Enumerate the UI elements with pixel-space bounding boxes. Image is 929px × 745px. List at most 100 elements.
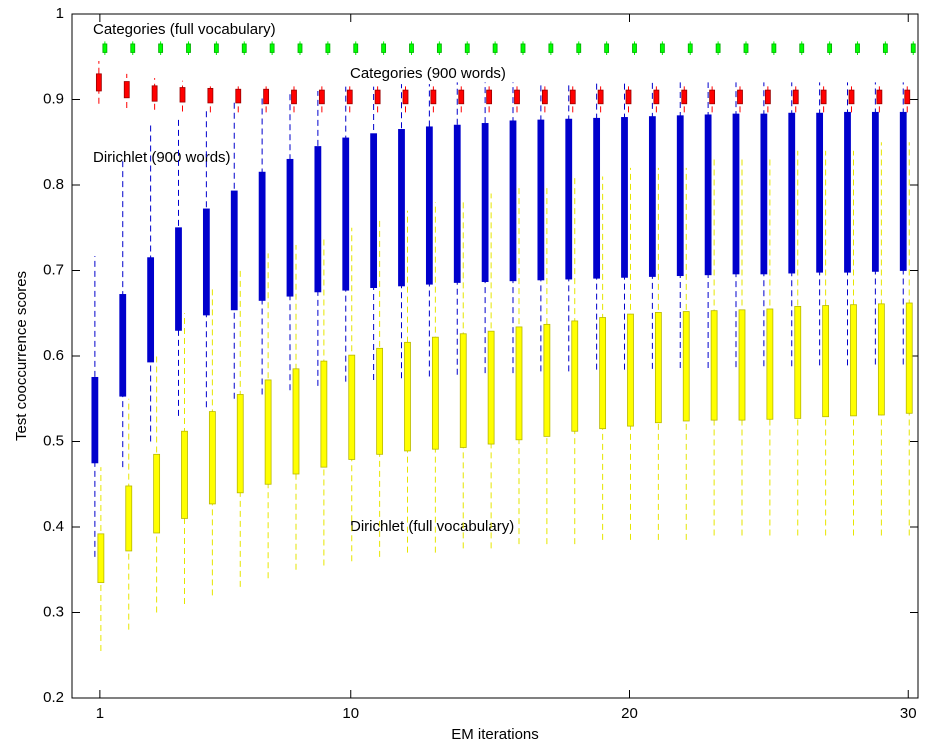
- annotation: Categories (full vocabulary): [93, 21, 276, 38]
- box: [325, 43, 331, 53]
- y-tick-label: 0.3: [43, 603, 64, 620]
- box: [681, 89, 688, 105]
- box: [202, 208, 210, 316]
- box: [459, 333, 467, 448]
- box: [314, 146, 322, 293]
- box: [348, 354, 356, 460]
- box: [599, 317, 607, 430]
- box: [543, 323, 551, 437]
- y-tick-label: 1: [56, 5, 64, 22]
- box: [409, 43, 414, 53]
- y-tick-label: 0.4: [43, 518, 64, 535]
- box: [788, 112, 796, 274]
- box: [130, 43, 136, 53]
- box: [820, 89, 827, 105]
- box: [537, 119, 545, 281]
- box: [792, 89, 799, 105]
- box: [125, 485, 133, 552]
- box: [97, 533, 105, 583]
- box: [376, 347, 384, 455]
- box: [425, 126, 433, 285]
- box: [492, 43, 498, 53]
- box: [876, 89, 883, 105]
- box: [710, 310, 718, 421]
- annotation: Dirichlet (900 words): [93, 149, 231, 166]
- box: [509, 120, 517, 282]
- box: [286, 158, 294, 297]
- box: [207, 87, 214, 104]
- box: [374, 89, 381, 105]
- y-tick-label: 0.5: [43, 432, 64, 449]
- box: [175, 227, 182, 331]
- box: [844, 111, 851, 273]
- box: [381, 43, 387, 53]
- box: [486, 89, 493, 105]
- box: [743, 43, 749, 53]
- x-tick-label: 1: [96, 705, 104, 722]
- box: [625, 89, 632, 105]
- box: [621, 117, 628, 278]
- box: [320, 360, 328, 468]
- box: [687, 43, 693, 53]
- box: [704, 114, 712, 276]
- box: [816, 112, 824, 273]
- box: [760, 113, 768, 275]
- box: [186, 43, 191, 53]
- box: [659, 43, 665, 53]
- box: [119, 294, 127, 397]
- box: [318, 89, 325, 105]
- y-tick-label: 0.9: [43, 90, 64, 107]
- box: [520, 43, 526, 53]
- box: [653, 89, 660, 105]
- box: [123, 81, 130, 99]
- box: [848, 89, 855, 105]
- box: [569, 89, 576, 105]
- box: [230, 190, 238, 311]
- box: [181, 430, 188, 519]
- box: [764, 89, 771, 105]
- box: [370, 133, 378, 288]
- box: [799, 43, 805, 53]
- box: [346, 89, 353, 105]
- box: [732, 113, 740, 275]
- box: [208, 411, 216, 505]
- annotation: Categories (900 words): [350, 65, 506, 82]
- box: [766, 308, 774, 420]
- box: [458, 89, 465, 105]
- box: [822, 305, 830, 418]
- box: [738, 309, 746, 421]
- box: [241, 43, 247, 53]
- box: [269, 43, 275, 53]
- box: [436, 43, 442, 53]
- y-tick-label: 0.7: [43, 261, 64, 278]
- y-axis-label: Test cooccurrence scores: [13, 271, 30, 441]
- box: [353, 43, 359, 53]
- box: [342, 137, 350, 291]
- box: [648, 116, 656, 277]
- box: [264, 379, 272, 485]
- box: [235, 88, 242, 104]
- box: [632, 43, 637, 53]
- box: [514, 89, 520, 105]
- box: [213, 43, 219, 53]
- box: [179, 87, 186, 103]
- box: [263, 88, 270, 105]
- box: [291, 89, 297, 105]
- box: [158, 43, 164, 53]
- x-tick-label: 30: [900, 705, 917, 722]
- box: [904, 89, 911, 105]
- box: [431, 336, 439, 450]
- box: [794, 306, 802, 419]
- box: [147, 257, 155, 363]
- y-tick-label: 0.2: [43, 689, 64, 706]
- box: [487, 330, 495, 445]
- box: [910, 43, 916, 53]
- box: [899, 111, 907, 271]
- box: [102, 43, 108, 53]
- box: [850, 304, 857, 417]
- box: [398, 129, 405, 287]
- box: [676, 115, 684, 277]
- box: [654, 311, 662, 424]
- box: [827, 43, 833, 53]
- y-tick-label: 0.6: [43, 347, 64, 364]
